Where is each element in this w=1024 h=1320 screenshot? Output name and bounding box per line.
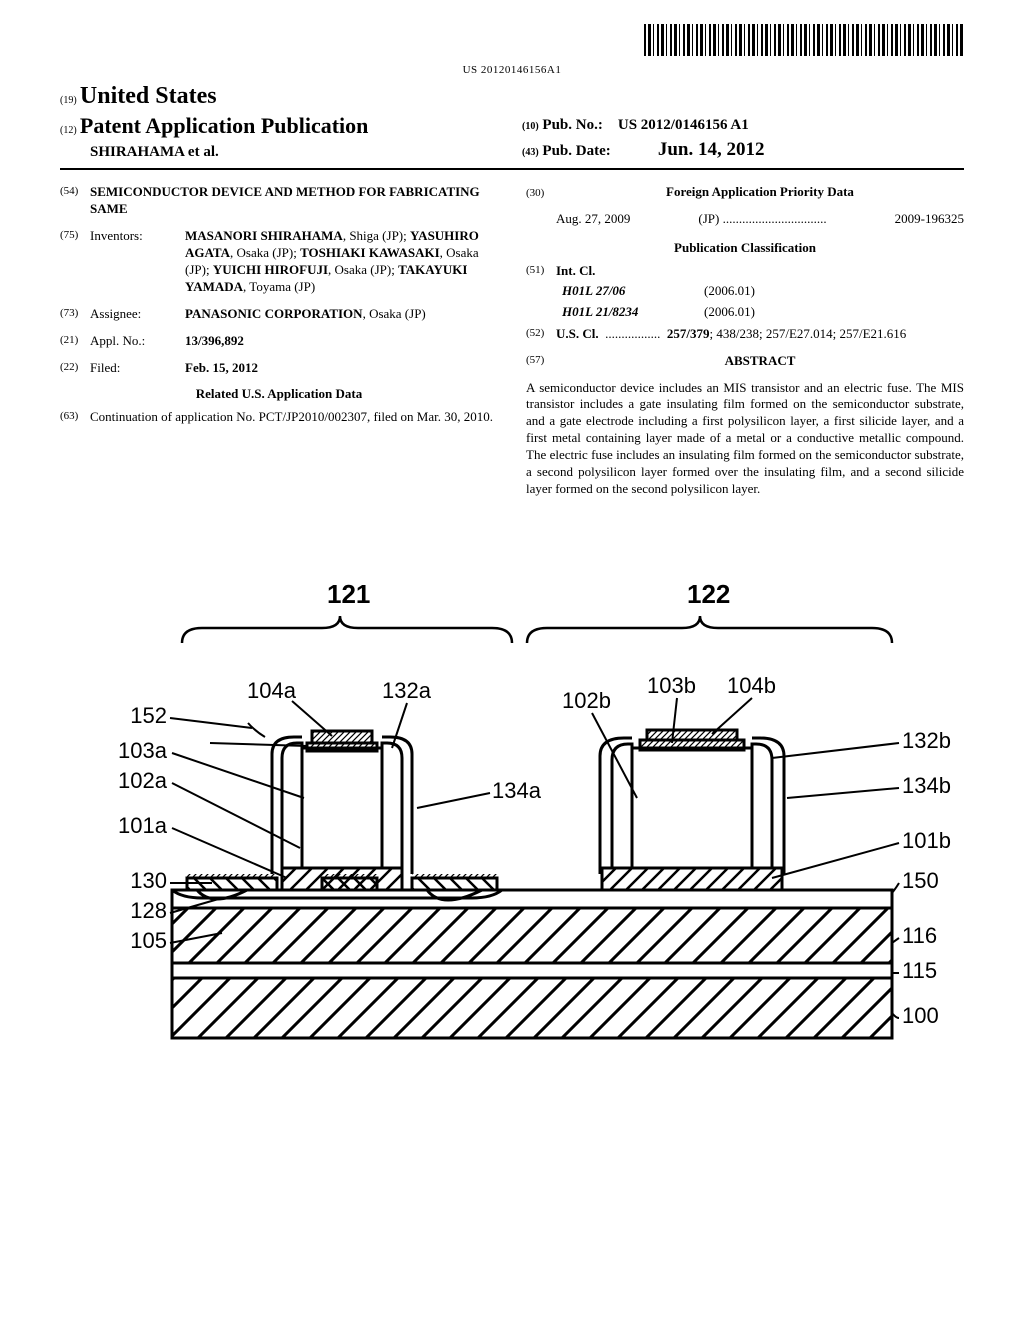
abstract-heading-row: (57) ABSTRACT [526,353,964,370]
related-heading: Related U.S. Application Data [60,386,498,403]
lbl-116: 116 [902,923,937,948]
foreign-num: 2009-196325 [895,211,964,228]
title-text: SEMICONDUCTOR DEVICE AND METHOD FOR FABR… [90,184,498,218]
inventors-row: (75) Inventors: MASANORI SHIRAHAMA, Shig… [60,228,498,296]
related-code: (63) [60,409,90,426]
lbl-103a: 103a [118,738,168,763]
pub-no-line: (10) Pub. No.: US 2012/0146156 A1 [522,116,964,136]
lbl-150: 150 [902,868,939,893]
pub-no: US 2012/0146156 A1 [618,117,749,133]
lbl-102a: 102a [118,768,168,793]
authors-line: SHIRAHAMA et al. [60,143,502,163]
country-line: (19) United States [60,81,502,112]
country-name: United States [80,83,217,109]
foreign-date: Aug. 27, 2009 [556,211,630,228]
pub-date-line: (43) Pub. Date: Jun. 14, 2012 [522,138,964,163]
intcl-table: H01L 27/06 (2006.01) H01L 21/8234 (2006.… [556,280,964,324]
lbl-104a: 104a [247,678,297,703]
barcode-graphic [644,24,964,56]
related-text: Continuation of application No. PCT/JP20… [90,409,498,426]
intcl-code: (51) [526,263,556,324]
lbl-130: 130 [130,868,167,893]
abstract-text: A semiconductor device includes an MIS t… [526,380,964,498]
figure-svg: 121 122 152 103a 102a 101a 130 128 105 1… [72,548,952,1068]
uscl-label: U.S. Cl. [556,326,599,341]
header-right: (10) Pub. No.: US 2012/0146156 A1 (43) P… [502,116,964,162]
lbl-103b: 103b [647,673,696,698]
figure: 121 122 152 103a 102a 101a 130 128 105 1… [60,548,964,1068]
applno-label: Appl. No.: [90,333,185,350]
foreign-heading-row: (30) Foreign Application Priority Data [526,184,964,201]
pub-date-code: (43) [522,147,539,158]
filed-row: (22) Filed: Feb. 15, 2012 [60,360,498,377]
uscl-body: U.S. Cl. ................. 257/379; 438/… [556,326,964,343]
applno-code: (21) [60,333,90,350]
lbl-105: 105 [130,928,167,953]
applno-row: (21) Appl. No.: 13/396,892 [60,333,498,350]
lbl-101b: 101b [902,828,951,853]
left-column: (54) SEMICONDUCTOR DEVICE AND METHOD FOR… [60,184,498,497]
pub-date-label: Pub. Date: [542,143,610,159]
abstract-code: (57) [526,353,556,370]
lbl-115: 115 [902,958,937,983]
pub-no-code: (10) [522,121,539,132]
intcl-ver-1: (2006.01) [700,303,962,322]
barcode-block: US 20120146156A1 [60,24,964,77]
assignee-row: (73) Assignee: PANASONIC CORPORATION, Os… [60,306,498,323]
filed: Feb. 15, 2012 [185,360,498,377]
title-code: (54) [60,184,90,218]
inventors-code: (75) [60,228,90,296]
inventors-body: MASANORI SHIRAHAMA, Shiga (JP); YASUHIRO… [185,228,498,296]
intcl-body: Int. Cl. H01L 27/06 (2006.01) H01L 21/82… [556,263,964,324]
lbl-132b: 132b [902,728,951,753]
intcl-row-1: H01L 21/8234 (2006.01) [558,303,962,322]
pubclass-heading: Publication Classification [526,240,964,257]
right-column: (30) Foreign Application Priority Data A… [526,184,964,497]
intcl-sym-1: H01L 21/8234 [558,303,698,322]
uscl-row: (52) U.S. Cl. ................. 257/379;… [526,326,964,343]
lbl-152: 152 [130,703,167,728]
foreign-code: (30) [526,186,556,200]
intcl-sym-0: H01L 27/06 [558,282,698,301]
lbl-134b: 134b [902,773,951,798]
pub-type-line: (12) Patent Application Publication [60,112,502,141]
filed-code: (22) [60,360,90,377]
title-row: (54) SEMICONDUCTOR DEVICE AND METHOD FOR… [60,184,498,218]
pub-date: Jun. 14, 2012 [615,138,765,163]
intcl-row-0: H01L 27/06 (2006.01) [558,282,962,301]
applno: 13/396,892 [185,333,498,350]
country-code: (19) [60,95,77,106]
assignee-code: (73) [60,306,90,323]
barcode-number: US 20120146156A1 [60,63,964,77]
fig-label-122: 122 [687,579,730,609]
filed-label: Filed: [90,360,185,377]
abstract-label: ABSTRACT [556,353,964,370]
lbl-134a: 134a [492,778,542,803]
assignee-body: PANASONIC CORPORATION, Osaka (JP) [185,306,498,323]
biblio-columns: (54) SEMICONDUCTOR DEVICE AND METHOD FOR… [60,184,964,497]
intcl-label: Int. Cl. [556,263,964,280]
foreign-heading: Foreign Application Priority Data [556,184,964,201]
assignee-label: Assignee: [90,306,185,323]
fig-label-121: 121 [327,579,370,609]
lbl-132a: 132a [382,678,432,703]
intcl-row: (51) Int. Cl. H01L 27/06 (2006.01) H01L … [526,263,964,324]
inventors-label: Inventors: [90,228,185,296]
foreign-data-row: Aug. 27, 2009 (JP) .....................… [526,211,964,228]
lbl-104b: 104b [727,673,776,698]
header: (19) United States (12) Patent Applicati… [60,81,964,170]
lbl-102b: 102b [562,688,611,713]
lbl-100: 100 [902,1003,939,1028]
header-left: (19) United States (12) Patent Applicati… [60,81,502,162]
lbl-101a: 101a [118,813,168,838]
lbl-128: 128 [130,898,167,923]
foreign-country: (JP) ................................ [698,211,826,228]
intcl-ver-0: (2006.01) [700,282,962,301]
pub-no-label: Pub. No.: [542,117,602,133]
pub-type: Patent Application Publication [80,113,368,138]
uscl-code: (52) [526,326,556,343]
related-row: (63) Continuation of application No. PCT… [60,409,498,426]
pub-type-code: (12) [60,125,77,136]
